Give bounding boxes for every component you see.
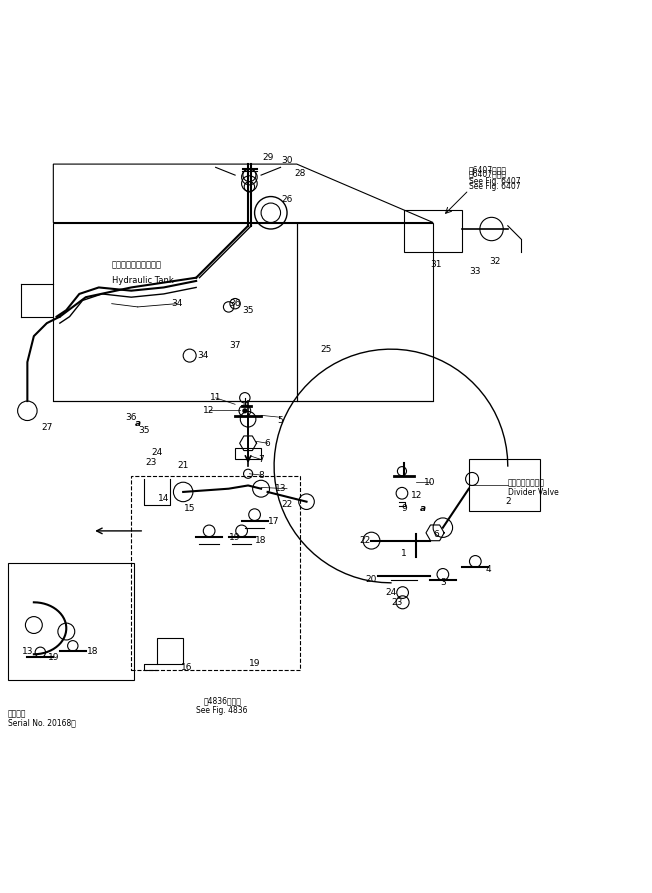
Text: 14: 14 xyxy=(158,494,170,503)
Text: 21: 21 xyxy=(177,462,189,471)
Text: 22: 22 xyxy=(282,500,293,509)
Bar xyxy=(157,638,183,664)
Text: a: a xyxy=(135,420,141,429)
Text: 11: 11 xyxy=(210,393,222,403)
Text: 12: 12 xyxy=(203,405,215,414)
Text: 36: 36 xyxy=(125,413,137,421)
Text: a: a xyxy=(421,504,426,513)
Bar xyxy=(404,210,462,252)
Text: 18: 18 xyxy=(87,647,98,655)
Text: 1: 1 xyxy=(401,549,407,558)
Text: 図6407図参照: 図6407図参照 xyxy=(469,165,507,174)
Text: See Fig. 6407: See Fig. 6407 xyxy=(469,177,520,186)
Text: 9: 9 xyxy=(401,504,407,513)
Text: 16: 16 xyxy=(181,663,192,672)
Text: 18: 18 xyxy=(256,536,267,545)
Text: 4: 4 xyxy=(486,565,491,574)
Text: 7: 7 xyxy=(258,455,264,464)
Text: ディバイダバルブ: ディバイダバルブ xyxy=(508,479,545,488)
Text: 23: 23 xyxy=(392,597,403,607)
Text: 19: 19 xyxy=(230,533,241,542)
Bar xyxy=(131,476,300,671)
Bar xyxy=(8,563,134,680)
Text: 37: 37 xyxy=(230,341,241,350)
Text: 24: 24 xyxy=(151,448,163,457)
Text: 13: 13 xyxy=(22,647,33,655)
Text: 27: 27 xyxy=(41,422,53,431)
Text: Hydraulic Tank: Hydraulic Tank xyxy=(111,277,173,286)
Text: 25: 25 xyxy=(320,345,332,354)
Text: 6: 6 xyxy=(265,438,271,447)
Circle shape xyxy=(243,408,248,413)
Text: 26: 26 xyxy=(282,196,293,204)
Text: 35: 35 xyxy=(138,426,150,435)
Text: See Fig. 6407: See Fig. 6407 xyxy=(469,182,520,191)
Bar xyxy=(235,447,261,460)
Text: See Fig. 4836: See Fig. 4836 xyxy=(196,705,248,714)
Text: 19: 19 xyxy=(48,653,59,662)
Text: 適用号機: 適用号機 xyxy=(8,709,26,718)
Text: 15: 15 xyxy=(184,504,196,513)
Text: ハイドロリックタンク: ハイドロリックタンク xyxy=(111,260,162,269)
Text: 33: 33 xyxy=(469,267,481,276)
Text: 30: 30 xyxy=(281,156,293,165)
Text: 10: 10 xyxy=(424,478,436,487)
Text: 34: 34 xyxy=(197,351,209,360)
Text: 3: 3 xyxy=(440,579,446,588)
Text: 31: 31 xyxy=(430,260,442,269)
Text: 図4836図参照: 図4836図参照 xyxy=(203,696,241,705)
Text: Divider Valve: Divider Valve xyxy=(508,488,559,497)
Bar xyxy=(469,460,541,512)
Text: 13: 13 xyxy=(274,484,286,493)
Text: 5: 5 xyxy=(278,416,284,425)
Text: 28: 28 xyxy=(294,170,306,179)
Text: 23: 23 xyxy=(145,458,156,467)
Text: 19: 19 xyxy=(249,660,260,669)
Text: 22: 22 xyxy=(359,536,370,545)
Text: 32: 32 xyxy=(489,257,501,266)
Text: 2: 2 xyxy=(505,497,511,506)
Text: Serial No. 20168～: Serial No. 20168～ xyxy=(8,719,76,728)
Text: 36: 36 xyxy=(230,299,241,308)
Text: 24: 24 xyxy=(385,588,396,597)
Text: 6: 6 xyxy=(434,530,439,538)
Text: 8: 8 xyxy=(258,472,264,480)
Text: 35: 35 xyxy=(243,305,254,314)
Text: 図6407図参照: 図6407図参照 xyxy=(469,170,507,179)
Text: 17: 17 xyxy=(269,517,280,526)
Text: 12: 12 xyxy=(411,490,422,500)
Text: 34: 34 xyxy=(171,299,183,308)
Text: 29: 29 xyxy=(262,153,273,163)
Text: 20: 20 xyxy=(366,575,377,584)
